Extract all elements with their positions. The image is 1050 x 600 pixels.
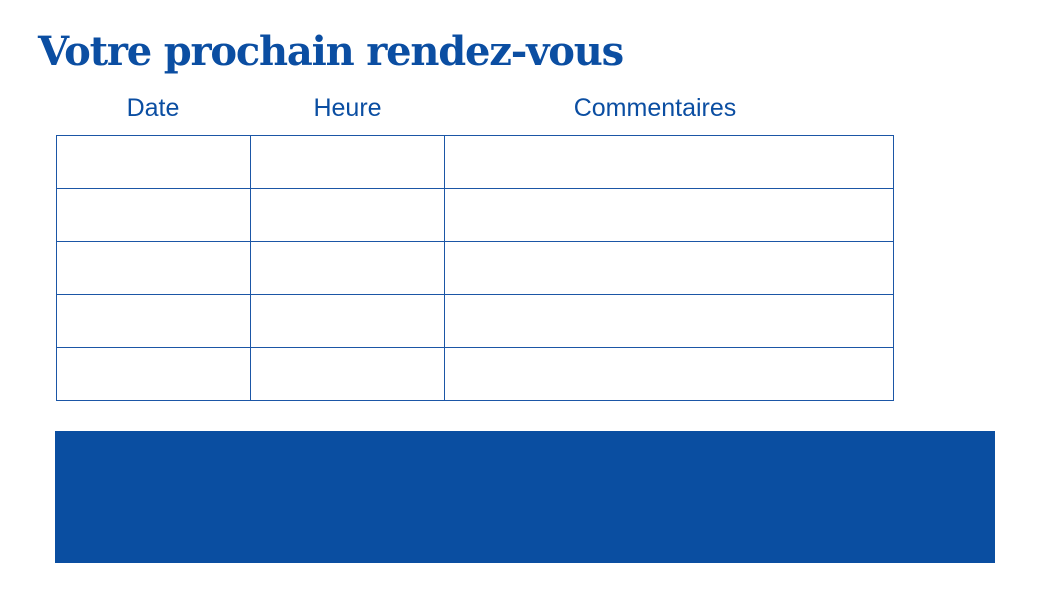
table-row — [56, 135, 894, 189]
date-cell[interactable] — [56, 241, 251, 295]
heure-cell[interactable] — [250, 294, 445, 348]
heure-cell[interactable] — [250, 135, 445, 189]
commentaires-cell[interactable] — [444, 294, 894, 348]
column-header-commentaires: Commentaires — [573, 94, 737, 122]
table-row — [56, 294, 894, 348]
date-cell[interactable] — [56, 347, 251, 401]
commentaires-cell[interactable] — [444, 135, 894, 189]
table-row — [56, 347, 894, 401]
footer-band — [55, 431, 995, 563]
date-cell[interactable] — [56, 294, 251, 348]
table-row — [56, 241, 894, 295]
date-cell[interactable] — [56, 188, 251, 242]
heure-cell[interactable] — [250, 188, 445, 242]
commentaires-cell[interactable] — [444, 347, 894, 401]
heure-cell[interactable] — [250, 241, 445, 295]
date-cell[interactable] — [56, 135, 251, 189]
commentaires-cell[interactable] — [444, 241, 894, 295]
table-row — [56, 188, 894, 242]
heure-cell[interactable] — [250, 347, 445, 401]
appointment-table — [56, 135, 894, 401]
commentaires-cell[interactable] — [444, 188, 894, 242]
page-title: Votre prochain rendez-vous — [38, 28, 624, 75]
column-header-date: Date — [126, 94, 180, 122]
column-header-heure: Heure — [313, 94, 382, 122]
